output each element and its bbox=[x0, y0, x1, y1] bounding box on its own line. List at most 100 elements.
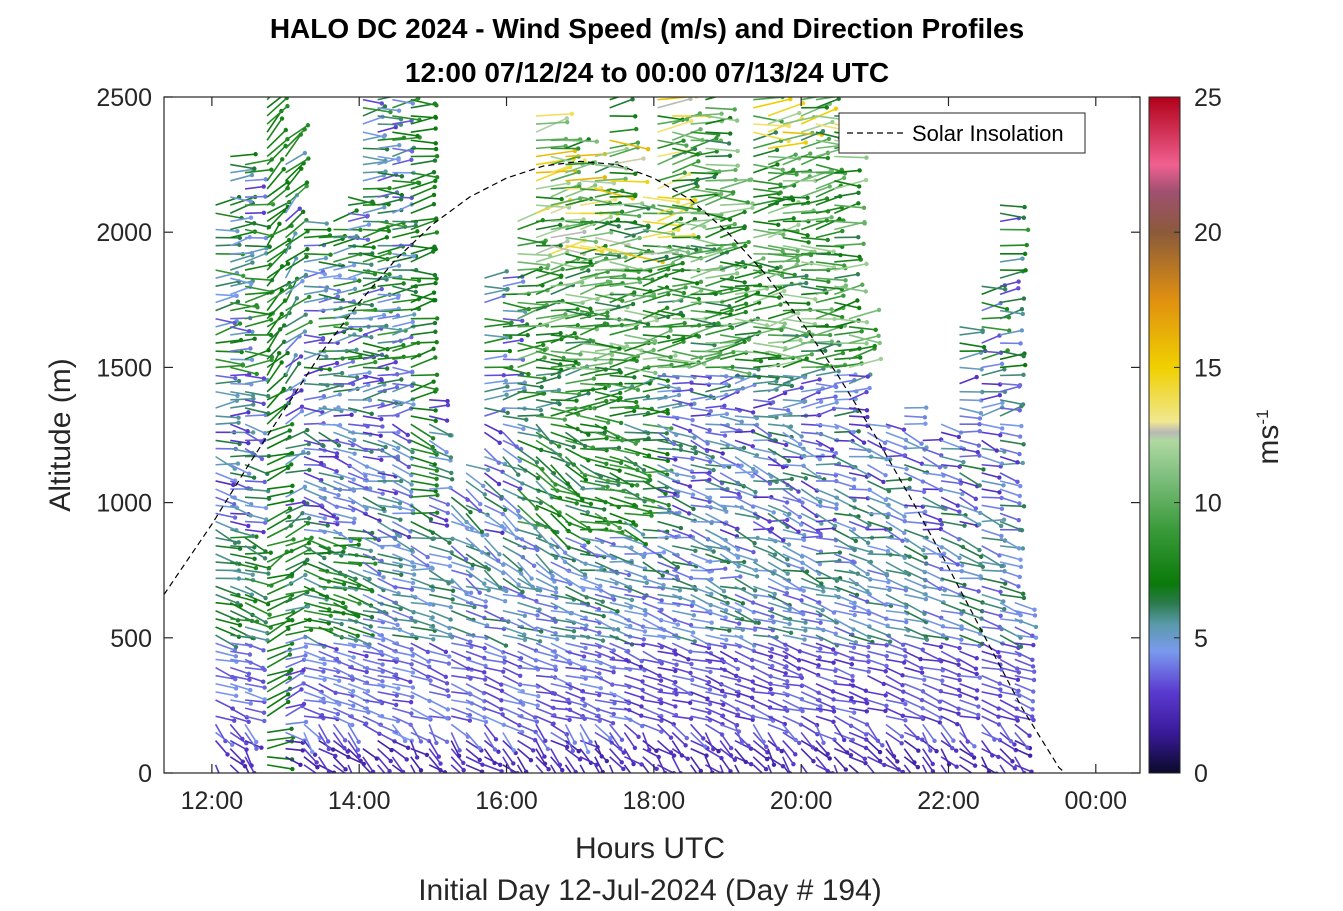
wind-vector bbox=[318, 756, 332, 773]
wind-vector-shaft bbox=[318, 322, 347, 328]
wind-vector-head bbox=[432, 158, 438, 163]
wind-vector bbox=[303, 227, 332, 232]
wind-vector-head bbox=[602, 507, 607, 512]
wind-vector-shaft bbox=[266, 611, 294, 620]
wind-vector-head bbox=[501, 669, 506, 674]
wind-vector-shaft bbox=[303, 439, 323, 446]
wind-vector-shaft bbox=[244, 407, 269, 415]
wind-vector-shaft bbox=[230, 196, 256, 206]
wind-vector-head bbox=[445, 707, 451, 712]
wind-vector-head bbox=[365, 688, 371, 694]
wind-vector-head bbox=[247, 677, 252, 682]
wind-vector-shaft bbox=[229, 707, 248, 719]
wind-vector-head bbox=[261, 710, 267, 715]
wind-vector-shaft bbox=[244, 423, 266, 434]
wind-vector bbox=[266, 428, 292, 442]
wind-vector-head bbox=[434, 316, 440, 321]
wind-vector-shaft bbox=[362, 147, 388, 151]
wind-vector-head bbox=[303, 653, 308, 658]
wind-vector-shaft bbox=[230, 174, 253, 182]
wind-vector-head bbox=[324, 221, 329, 226]
wind-vector-head bbox=[285, 350, 290, 356]
wind-vector-shaft bbox=[266, 239, 290, 255]
wind-vector-head bbox=[249, 592, 255, 597]
wind-vector-shaft bbox=[244, 528, 264, 533]
wind-vector-shaft bbox=[266, 598, 291, 612]
wind-vector-shaft bbox=[285, 389, 302, 401]
wind-vector-shaft bbox=[215, 269, 244, 277]
wind-vector-head bbox=[262, 479, 267, 485]
wind-vector-head bbox=[368, 548, 373, 554]
wind-vector-head bbox=[327, 367, 332, 372]
wind-vector-head bbox=[504, 392, 509, 397]
wind-vector bbox=[230, 346, 253, 352]
wind-vector bbox=[332, 731, 347, 751]
wind-vector-head bbox=[246, 329, 252, 334]
wind-vector bbox=[215, 317, 237, 326]
wind-vector-shaft bbox=[303, 520, 328, 527]
wind-vector bbox=[303, 691, 326, 702]
wind-vector bbox=[333, 512, 357, 522]
wind-vector-head bbox=[410, 580, 416, 586]
wind-vector-shaft bbox=[318, 261, 344, 268]
wind-vector-head bbox=[505, 410, 510, 416]
wind-vector-head bbox=[546, 777, 550, 781]
wind-vector bbox=[318, 520, 340, 527]
wind-vector-head bbox=[300, 278, 305, 284]
wind-vector-head bbox=[567, 717, 572, 723]
wind-vector-head bbox=[342, 738, 348, 743]
wind-vector-shaft bbox=[362, 187, 390, 190]
wind-vector-head bbox=[290, 483, 295, 489]
wind-vector bbox=[318, 431, 342, 448]
wind-vector-head bbox=[521, 426, 526, 432]
wind-vector-shaft bbox=[303, 234, 331, 239]
wind-vector-shaft bbox=[244, 359, 272, 369]
wind-vector-shaft bbox=[318, 658, 340, 664]
wind-vector-head bbox=[617, 346, 622, 351]
wind-vector-head bbox=[482, 677, 488, 682]
wind-vector bbox=[215, 496, 237, 507]
wind-vector-shaft bbox=[332, 731, 346, 749]
wind-vector-head bbox=[289, 422, 295, 427]
wind-vector-shaft bbox=[244, 634, 268, 642]
wind-vector-head bbox=[261, 648, 266, 653]
wind-vector-shaft bbox=[332, 723, 346, 741]
wind-vector-head bbox=[478, 501, 483, 507]
wind-vector bbox=[285, 246, 310, 263]
wind-vector-shaft bbox=[303, 618, 329, 625]
wind-vector-head bbox=[290, 766, 295, 772]
wind-vector-shaft bbox=[318, 472, 342, 479]
wind-vector-shaft bbox=[215, 380, 240, 385]
wind-vector-shaft bbox=[285, 756, 301, 766]
wind-vector-shaft bbox=[266, 764, 293, 770]
wind-vector-shaft bbox=[244, 545, 266, 560]
wind-vector-shaft bbox=[215, 553, 238, 565]
wind-vector bbox=[230, 172, 255, 182]
wind-vector-head bbox=[250, 393, 256, 398]
wind-vector-shaft bbox=[318, 316, 347, 320]
wind-vector bbox=[285, 667, 306, 677]
wind-vector-head bbox=[493, 737, 499, 742]
wind-vector-shaft bbox=[229, 236, 251, 247]
wind-vector bbox=[230, 585, 255, 597]
wind-vector-shaft bbox=[266, 499, 293, 507]
wind-vector-shaft bbox=[215, 528, 236, 544]
wind-vector-head bbox=[261, 184, 266, 189]
wind-vector-head bbox=[249, 281, 254, 286]
wind-vector-head bbox=[413, 289, 418, 295]
wind-vector-shaft bbox=[333, 626, 359, 637]
wind-vector-shaft bbox=[230, 683, 251, 691]
wind-vector-head bbox=[395, 622, 400, 628]
wind-vector bbox=[332, 764, 347, 773]
wind-vector bbox=[230, 715, 251, 725]
wind-vector bbox=[333, 593, 362, 606]
wind-vector bbox=[285, 484, 308, 498]
wind-vector-head bbox=[259, 456, 265, 462]
wind-vector-shaft bbox=[303, 297, 327, 304]
wind-vector-head bbox=[481, 483, 486, 489]
wind-vector-head bbox=[293, 231, 298, 236]
wind-vector-shaft bbox=[244, 504, 267, 509]
wind-vector bbox=[303, 666, 326, 674]
wind-vector bbox=[303, 732, 315, 755]
wind-vector-head bbox=[560, 266, 565, 272]
